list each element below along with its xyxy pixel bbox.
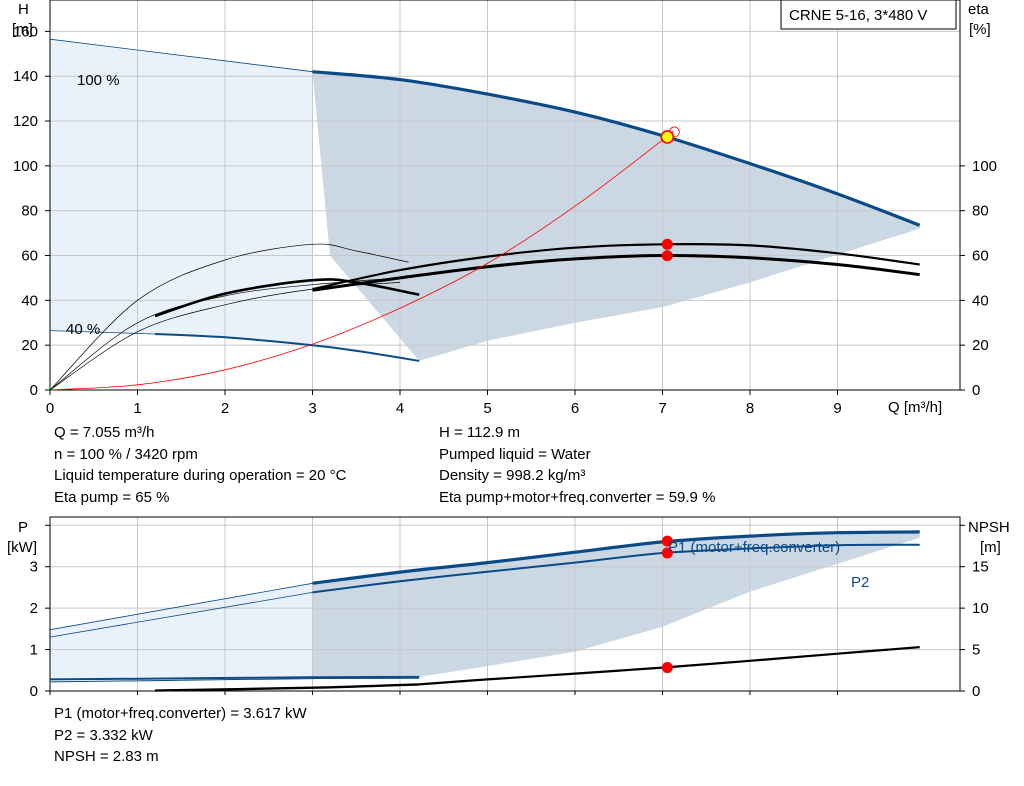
eta-pump-point [661, 238, 673, 250]
npsh-axis-label: NPSH [968, 519, 1010, 536]
eta-pump-curve [312, 242, 920, 291]
p2-curve [312, 543, 920, 594]
head-efficiency-curves [49, 38, 921, 391]
x-tick-label: 0 [46, 400, 54, 417]
operating-envelope [312, 71, 920, 361]
power-axis-unit: [kW] [7, 539, 37, 556]
eta-40-pump-curve [154, 278, 420, 318]
y2-tick-label: 20 [972, 337, 989, 354]
head-100-curve [312, 70, 921, 227]
head-operating-points [660, 126, 680, 262]
left-axis-unit: [m] [12, 21, 33, 38]
info-eta-total: Eta pump+motor+freq.converter = 59.9 % [439, 488, 716, 506]
p1-thin-line [49, 582, 313, 631]
p2-thin-line [49, 592, 313, 638]
p1-point [661, 535, 673, 547]
info-pumped-liquid: Pumped liquid = Water [439, 445, 591, 463]
power-operating-envelope [312, 531, 920, 678]
eta-reference-curve [49, 243, 409, 391]
right-axis-label: eta [968, 1, 990, 18]
y-tick-label: 120 [13, 113, 38, 130]
right-axis-unit: [%] [969, 21, 991, 38]
power-light-area [50, 583, 313, 680]
curve-label-100: 100 % [77, 72, 120, 89]
npsh-y-tick-label: 10 [972, 600, 989, 617]
info-eta-pump: Eta pump = 65 % [54, 488, 170, 506]
duty-info-left: Q = 7.055 m³/h n = 100 % / 3420 rpm Liqu… [54, 422, 346, 508]
y2-tick-label: 60 [972, 248, 989, 265]
y-tick-label: 20 [21, 337, 38, 354]
p1-curve [312, 530, 920, 585]
p2-series-label: P2 [851, 574, 869, 591]
y-tick-label: 140 [13, 68, 38, 85]
eta-total-point [661, 250, 673, 262]
left-axis-label: H [18, 1, 29, 18]
npsh-40-curve [154, 683, 420, 692]
y2-tick-label: 100 [972, 158, 997, 175]
x-axis-label: Q [m³/h] [888, 399, 942, 416]
system-curve [49, 130, 674, 391]
npsh-y-tick-label: 0 [972, 683, 980, 700]
y-tick-label: 160 [13, 23, 38, 40]
model-badge-text: CRNE 5-16, 3*480 V [789, 7, 927, 24]
power-npsh-chart: 0 1 2 3 0 5 10 15 P [kW] NPSH [m] P1 (motor+fre… [7, 516, 1010, 700]
info-flow: Q = 7.055 m³/h [54, 424, 155, 441]
head-40-curve [154, 333, 420, 362]
x-tick-label: 5 [483, 400, 491, 417]
power-axis-ticks: 0 1 2 3 0 5 10 15 [30, 524, 989, 700]
power-axis-label: P [18, 519, 28, 536]
npsh-point [661, 662, 673, 674]
x-tick-label: 2 [221, 400, 229, 417]
p1-series-label: P1 (motor+freq.converter) [668, 539, 840, 556]
info-npsh: NPSH = 2.83 m [54, 748, 159, 765]
info-head: H = 112.9 m [439, 424, 521, 441]
power-y-tick-label: 0 [30, 683, 38, 700]
model-badge: CRNE 5-16, 3*480 V [780, 0, 957, 30]
y2-tick-label: 80 [972, 203, 989, 220]
x-tick-label: 6 [571, 400, 579, 417]
npsh-axis-unit: [m] [980, 539, 1001, 556]
head-100-thin-line [49, 38, 313, 73]
x-tick-label: 4 [396, 400, 404, 417]
info-p2: P2 = 3.332 kW [54, 726, 153, 744]
y-tick-label: 100 [13, 158, 38, 175]
duty-info-right: H = 112.9 m Pumped liquid = Water Densit… [439, 422, 715, 508]
info-p1: P1 (motor+freq.converter) = 3.617 kW [54, 705, 307, 722]
power-operating-points [661, 535, 673, 674]
x-tick-label: 1 [133, 400, 141, 417]
p1-40-curve [49, 675, 420, 681]
curve-label-40: 40 % [66, 321, 100, 338]
x-tick-label: 7 [658, 400, 666, 417]
info-liquid-temperature: Liquid temperature during operation = 20… [54, 467, 347, 484]
y-tick-label: 60 [21, 248, 38, 265]
y2-tick-label: 40 [972, 292, 989, 309]
power-info: P1 (motor+freq.converter) = 3.617 kW P2 … [54, 703, 307, 768]
power-y-tick-label: 1 [30, 642, 38, 659]
p2-point [661, 547, 673, 559]
eta-total-curve [312, 253, 920, 292]
head-axis-ticks: 0 1 2 3 4 5 6 7 8 9 0 20 40 60 80 100 120 140 160 0 20 40 60 80… [13, 23, 997, 417]
p2-40-curve [49, 677, 420, 683]
x-tick-label: 9 [833, 400, 841, 417]
info-speed: n = 100 % / 3420 rpm [54, 445, 198, 463]
power-plot-frame [49, 516, 961, 692]
y-tick-label: 0 [30, 382, 38, 399]
head-efficiency-chart: 0 1 2 3 4 5 6 7 8 9 0 20 40 60 80 100 120 140 160 0 20 40 60 80… [12, 0, 997, 417]
x-tick-label: 3 [308, 400, 316, 417]
info-density: Density = 998.2 kg/m³ [439, 467, 586, 484]
power-y-tick-label: 2 [30, 600, 38, 617]
duty-point [660, 130, 675, 144]
y-tick-label: 80 [21, 203, 38, 220]
light-operating-area [50, 39, 313, 346]
y2-tick-label: 0 [972, 382, 980, 399]
power-y-tick-label: 3 [30, 559, 38, 576]
head-plot-frame [49, 0, 961, 391]
y-tick-label: 40 [21, 292, 38, 309]
head-40-thin-line [49, 330, 156, 335]
x-tick-label: 8 [746, 400, 754, 417]
npsh-y-tick-label: 15 [972, 559, 989, 576]
npsh-y-tick-label: 5 [972, 642, 980, 659]
